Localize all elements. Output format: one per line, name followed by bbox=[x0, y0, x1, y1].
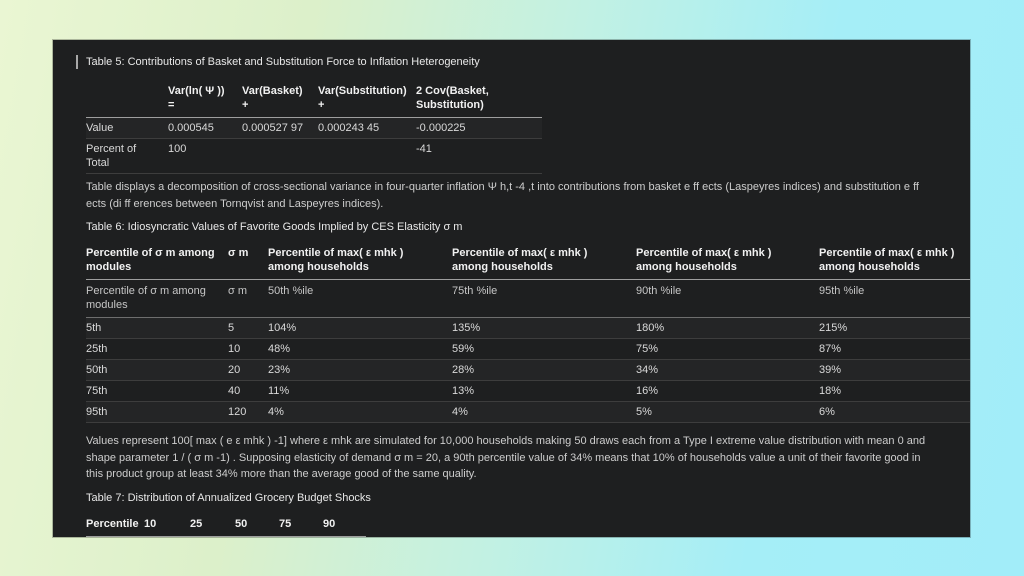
column-header: Percentile of σ m among modules bbox=[86, 242, 228, 280]
table-cell: 28% bbox=[452, 359, 636, 381]
table-cell bbox=[318, 138, 416, 174]
table-cell: $ 236 bbox=[279, 536, 323, 537]
subheader-cell: 90th %ile bbox=[636, 279, 819, 318]
header-row: Percentile 10 25 50 75 90 bbox=[86, 512, 366, 537]
column-header: Percentile of max( ε mhk ) among househo… bbox=[636, 242, 819, 280]
column-header: 2 Cov(Basket, Substitution) bbox=[416, 80, 542, 118]
table-row: 95th 120 4% 4% 5% 6% bbox=[86, 401, 970, 423]
table-cell: 59% bbox=[452, 338, 636, 360]
column-header: Var(Basket) + bbox=[242, 80, 318, 118]
table-cell: 23% bbox=[268, 359, 452, 381]
table-cell: 0.000527 97 bbox=[242, 117, 318, 139]
table-cell: 11% bbox=[268, 380, 452, 402]
table-cell: 40 bbox=[228, 380, 268, 402]
table-cell: 135% bbox=[452, 317, 636, 339]
subheader-cell: 95th %ile bbox=[819, 279, 970, 318]
table-cell: 0.000545 bbox=[168, 117, 242, 139]
table-cell: 5% bbox=[636, 401, 819, 423]
table-cell: 0.000243 45 bbox=[318, 117, 416, 139]
column-header: Percentile of max( ε mhk ) among househo… bbox=[819, 242, 970, 280]
table-cell: 215% bbox=[819, 317, 970, 339]
header-row: Var(ln( Ψ )) = Var(Basket) + Var(Substitut… bbox=[86, 80, 542, 118]
column-header: 75 bbox=[279, 512, 323, 537]
table-cell: 87% bbox=[819, 338, 970, 360]
table-cell: 39% bbox=[819, 359, 970, 381]
subheader-cell: Percentile of σ m among modules bbox=[86, 279, 228, 318]
table-cell: $ 31 bbox=[144, 536, 190, 537]
table-cell: 50th bbox=[86, 359, 228, 381]
table-cell: 13% bbox=[452, 380, 636, 402]
header-row: Percentile of σ m among modules σ m Percen… bbox=[86, 242, 970, 280]
table-row: 25th 10 48% 59% 75% 87% bbox=[86, 338, 970, 360]
table5-title: Table 5: Contributions of Basket and Sub… bbox=[86, 56, 480, 68]
table-cell: 34% bbox=[636, 359, 819, 381]
column-header: 50 bbox=[235, 512, 279, 537]
column-header: Percentile of max( ε mhk ) among househo… bbox=[452, 242, 636, 280]
table-cell: 10 bbox=[228, 338, 268, 360]
table-cell bbox=[242, 138, 318, 174]
table6: Percentile of σ m among modules σ m Percen… bbox=[86, 242, 970, 423]
table-cell: 5th bbox=[86, 317, 228, 339]
table6-title: Table 6: Idiosyncratic Values of Favorit… bbox=[86, 221, 463, 233]
table-row: 5th 5 104% 135% 180% 215% bbox=[86, 317, 970, 339]
table-cell: 25th bbox=[86, 338, 228, 360]
table-cell: 75% bbox=[636, 338, 819, 360]
table-cell: 100 bbox=[168, 138, 242, 174]
table-cell: 16% bbox=[636, 380, 819, 402]
table-cell: $ 94 bbox=[190, 536, 235, 537]
table-cell: 48% bbox=[268, 338, 452, 360]
column-header: Var(Substitution) + bbox=[318, 80, 416, 118]
text-cursor bbox=[76, 55, 78, 69]
table-row: 50th 20 23% 28% 34% 39% bbox=[86, 359, 970, 381]
table-cell: 75th bbox=[86, 380, 228, 402]
table7: Percentile10255075902023$ 31$ 94$ 157$ 2… bbox=[86, 512, 366, 537]
table-cell: 6% bbox=[819, 401, 970, 423]
table-cell: -41 bbox=[416, 138, 542, 174]
table-cell: 5 bbox=[228, 317, 268, 339]
column-header: σ m bbox=[228, 242, 268, 280]
table-cell: 95th bbox=[86, 401, 228, 423]
table-cell: $ 299 bbox=[323, 536, 366, 537]
table7-title: Table 7: Distribution of Annualized Groc… bbox=[86, 491, 371, 504]
table-row: Value 0.000545 0.000527 97 0.000243 45 -0.00… bbox=[86, 117, 542, 139]
table5: Var(ln( Ψ )) = Var(Basket) + Var(Substitut… bbox=[86, 80, 542, 174]
table-cell: $ 157 bbox=[235, 536, 279, 537]
column-header: Var(ln( Ψ )) = bbox=[168, 80, 242, 118]
column-header: 90 bbox=[323, 512, 366, 537]
table-cell: 120 bbox=[228, 401, 268, 423]
table-cell: 180% bbox=[636, 317, 819, 339]
column-header: Percentile of max( ε mhk ) among househo… bbox=[268, 242, 452, 280]
table-cell: Value bbox=[86, 117, 168, 139]
subheader-cell: 75th %ile bbox=[452, 279, 636, 318]
table-cell: 20 bbox=[228, 359, 268, 381]
table6-note: Values represent 100[ max ( e ε mhk ) -1… bbox=[86, 435, 926, 480]
subheader-cell: σ m bbox=[228, 279, 268, 318]
column-header: 25 bbox=[190, 512, 235, 537]
table-cell: 4% bbox=[268, 401, 452, 423]
subheader-row: Percentile of σ m among modules σ m 50th %… bbox=[86, 279, 970, 318]
column-header: 10 bbox=[144, 512, 190, 537]
table-cell: Percent of Total bbox=[86, 138, 168, 174]
document-panel[interactable]: Table 5: Contributions of Basket and Sub… bbox=[53, 40, 970, 537]
table5-title-row: Table 5: Contributions of Basket and Sub… bbox=[76, 54, 940, 70]
table-cell: 104% bbox=[268, 317, 452, 339]
column-header bbox=[86, 80, 168, 118]
table-cell: 18% bbox=[819, 380, 970, 402]
subheader-cell: 50th %ile bbox=[268, 279, 452, 318]
column-header: Percentile bbox=[86, 512, 144, 537]
table-cell: -0.000225 bbox=[416, 117, 542, 139]
table5-note: Table displays a decomposition of cross-… bbox=[86, 181, 919, 210]
table-cell: 4% bbox=[452, 401, 636, 423]
table-row: Percent of Total 100 -41 bbox=[86, 138, 542, 174]
table-row: 75th 40 11% 13% 16% 18% bbox=[86, 380, 970, 402]
